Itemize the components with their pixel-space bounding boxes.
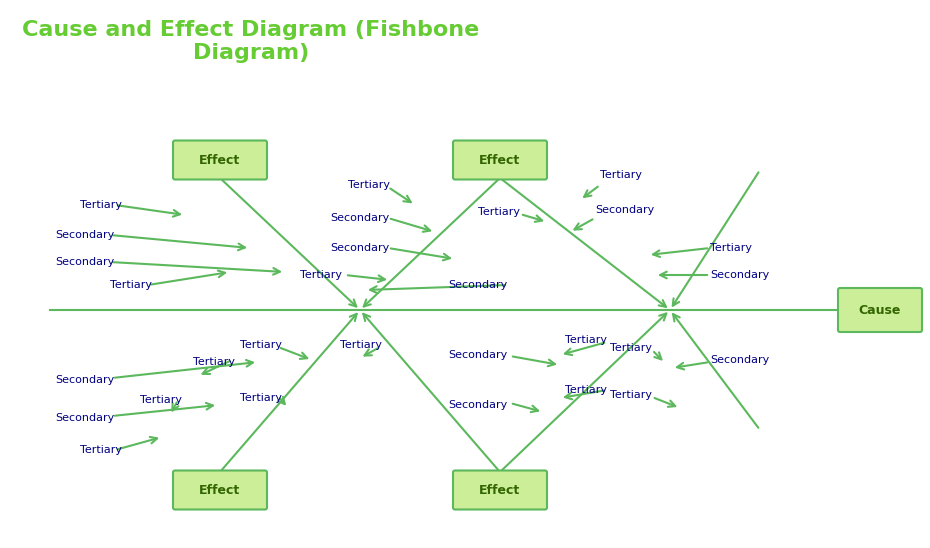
Text: Tertiary: Tertiary — [110, 280, 152, 290]
Text: Tertiary: Tertiary — [565, 335, 607, 345]
Text: Tertiary: Tertiary — [240, 340, 282, 350]
FancyBboxPatch shape — [453, 140, 547, 180]
Text: Tertiary: Tertiary — [240, 393, 282, 403]
Text: Secondary: Secondary — [55, 375, 114, 385]
Text: Effect: Effect — [199, 483, 241, 496]
Text: Tertiary: Tertiary — [600, 170, 642, 180]
Text: Secondary: Secondary — [55, 413, 114, 423]
Text: Cause: Cause — [858, 304, 901, 317]
Text: Secondary: Secondary — [448, 400, 507, 410]
Text: Tertiary: Tertiary — [478, 207, 520, 217]
Text: Tertiary: Tertiary — [610, 343, 652, 353]
Text: Tertiary: Tertiary — [300, 270, 342, 280]
Text: Secondary: Secondary — [710, 270, 769, 280]
Text: Tertiary: Tertiary — [565, 385, 607, 395]
Text: Tertiary: Tertiary — [193, 357, 235, 367]
Text: Effect: Effect — [479, 153, 521, 167]
FancyBboxPatch shape — [453, 471, 547, 510]
FancyBboxPatch shape — [838, 288, 922, 332]
Text: Secondary: Secondary — [55, 230, 114, 240]
Text: Tertiary: Tertiary — [348, 180, 390, 190]
Text: Cause and Effect Diagram (Fishbone
Diagram): Cause and Effect Diagram (Fishbone Diagr… — [22, 20, 480, 63]
Text: Tertiary: Tertiary — [610, 390, 652, 400]
Text: Secondary: Secondary — [55, 257, 114, 267]
Text: Tertiary: Tertiary — [710, 243, 752, 253]
Text: Secondary: Secondary — [330, 243, 390, 253]
FancyBboxPatch shape — [173, 471, 267, 510]
Text: Secondary: Secondary — [448, 280, 507, 290]
Text: Tertiary: Tertiary — [140, 395, 182, 405]
Text: Effect: Effect — [199, 153, 241, 167]
Text: Tertiary: Tertiary — [80, 200, 122, 210]
Text: Tertiary: Tertiary — [340, 340, 382, 350]
Text: Secondary: Secondary — [595, 205, 654, 215]
FancyBboxPatch shape — [173, 140, 267, 180]
Text: Tertiary: Tertiary — [80, 445, 122, 455]
Text: Secondary: Secondary — [330, 213, 390, 223]
Text: Secondary: Secondary — [448, 350, 507, 360]
Text: Secondary: Secondary — [710, 355, 769, 365]
Text: Effect: Effect — [479, 483, 521, 496]
